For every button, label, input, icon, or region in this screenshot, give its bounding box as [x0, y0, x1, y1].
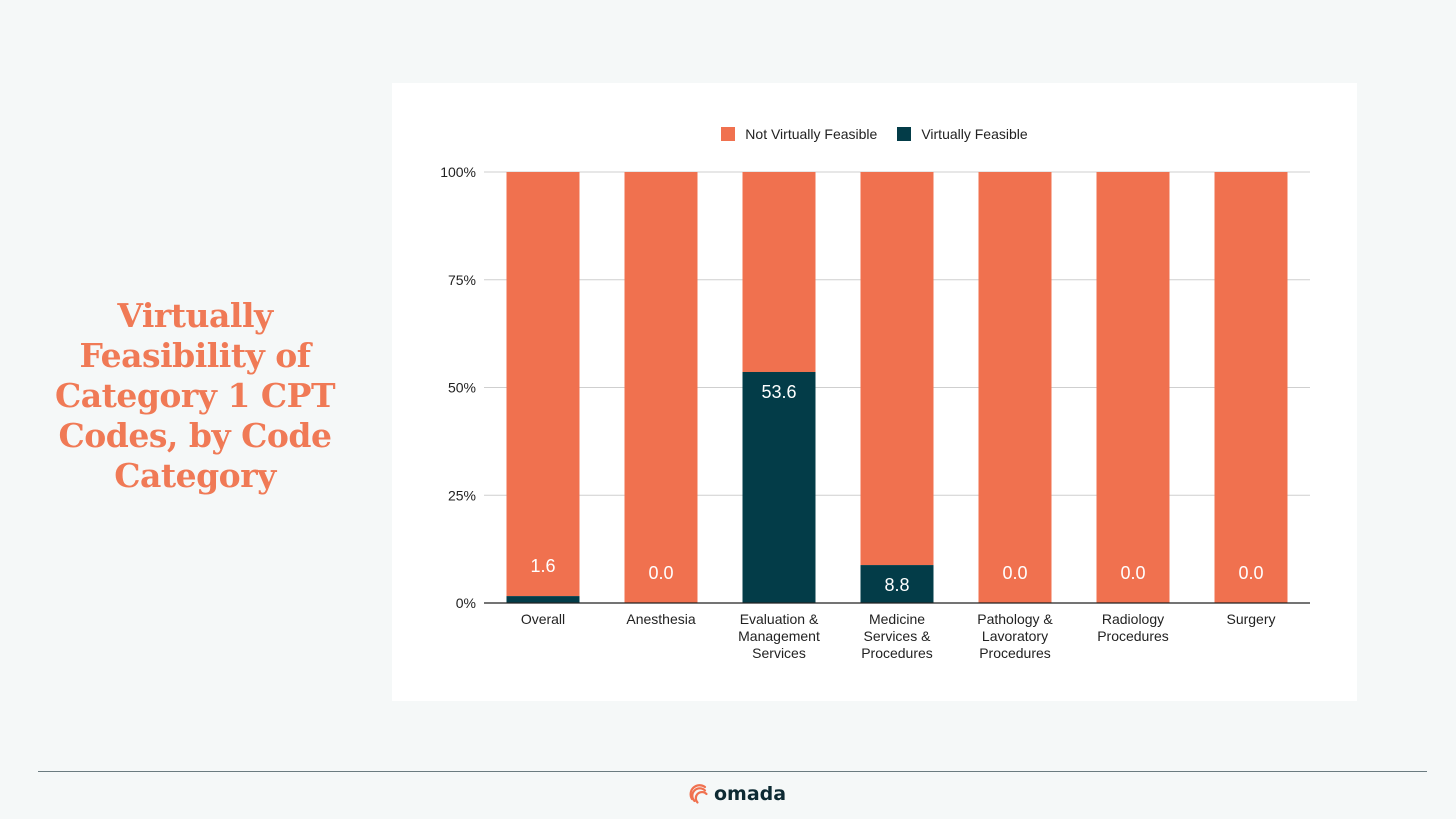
x-tick-label: Management [738, 628, 820, 644]
data-label: 1.6 [530, 556, 555, 576]
x-tick-label: Procedures [979, 645, 1051, 661]
data-label: 0.0 [1238, 563, 1263, 583]
bar-feasible [506, 596, 580, 603]
bar-not-feasible [978, 172, 1052, 603]
x-tick-label: Pathology & [977, 611, 1053, 627]
x-tick-label: Evaluation & [740, 611, 819, 627]
legend-label-feasible: Virtually Feasible [921, 126, 1028, 142]
x-tick-label: Anesthesia [626, 611, 695, 627]
x-tick-label: Radiology [1102, 611, 1164, 627]
data-label: 8.8 [884, 575, 909, 595]
y-tick-label: 25% [448, 487, 476, 503]
y-tick-label: 75% [448, 272, 476, 288]
legend-item-feasible[interactable]: Virtually Feasible [897, 126, 1028, 142]
y-tick-label: 50% [448, 380, 476, 396]
chart-plot: 0% 25% 50% 75% 100% 1.6 Overall 0.0 Anesthesia 53… [440, 164, 1310, 661]
brand-name: omada [714, 783, 787, 805]
x-tick-label: Procedures [861, 645, 933, 661]
x-tick-label: Services & [864, 628, 932, 644]
x-tick-label: Services [752, 645, 806, 661]
chart-legend: Not Virtually Feasible Virtually Feasibl… [392, 126, 1357, 142]
omada-swirl-icon [689, 784, 708, 804]
legend-label-not-feasible: Not Virtually Feasible [745, 126, 878, 142]
bar-not-feasible [742, 172, 816, 372]
y-tick-label: 100% [440, 164, 476, 180]
x-tick-label: Medicine [869, 611, 925, 627]
bar-not-feasible [1214, 172, 1288, 603]
data-label: 0.0 [1002, 563, 1027, 583]
chart-card: Not Virtually Feasible Virtually Feasibl… [392, 83, 1357, 701]
slide-title: Virtually Feasibility of Category 1 CPT … [54, 296, 336, 495]
bar-feasible [860, 565, 934, 603]
bar-not-feasible [624, 172, 698, 603]
bar-feasible [742, 371, 816, 603]
x-tick-label: Procedures [1097, 628, 1169, 644]
y-tick-label: 0% [456, 595, 476, 611]
data-label: 0.0 [1120, 563, 1145, 583]
footer-divider [38, 771, 1427, 772]
legend-item-not-feasible[interactable]: Not Virtually Feasible [721, 126, 877, 142]
brand-logo[interactable]: omada [688, 781, 786, 807]
x-tick-label: Lavoratory [982, 628, 1048, 644]
bar-not-feasible [860, 172, 934, 566]
legend-swatch-feasible [897, 127, 912, 141]
data-label: 0.0 [648, 563, 673, 583]
x-tick-label: Surgery [1226, 611, 1275, 627]
bar-not-feasible [1096, 172, 1170, 603]
legend-swatch-not-feasible [721, 127, 736, 141]
data-label: 53.6 [761, 382, 796, 402]
bar-not-feasible [506, 172, 580, 597]
x-tick-label: Overall [521, 611, 565, 627]
